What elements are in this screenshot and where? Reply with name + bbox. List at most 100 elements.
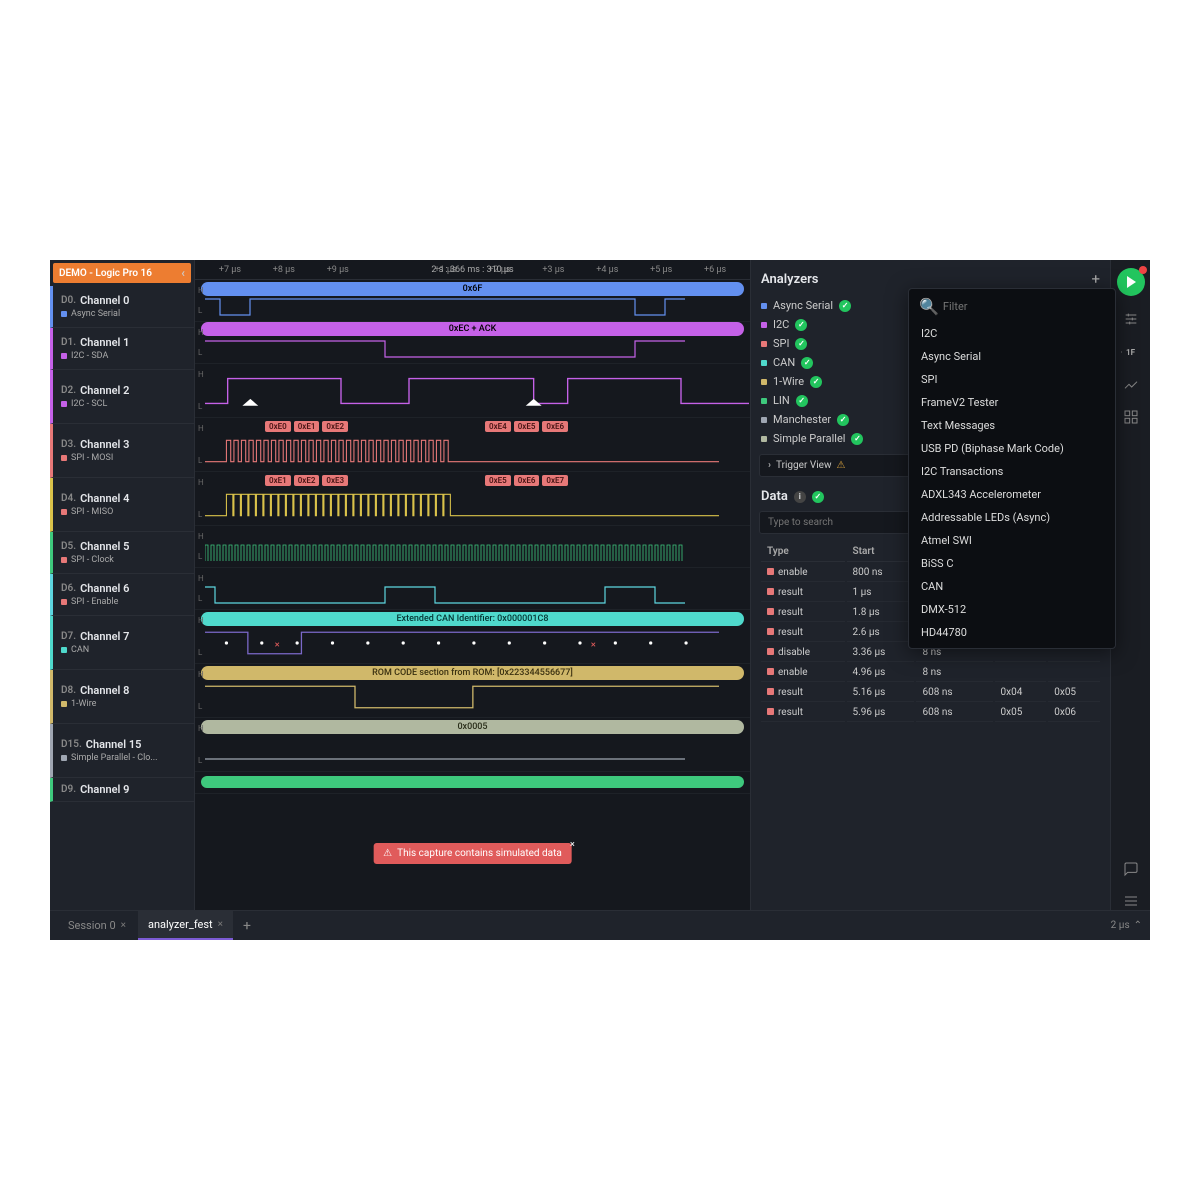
channel-7[interactable]: D7.Channel 7CAN (50, 616, 194, 670)
proto-color-icon (61, 755, 67, 761)
filter-input[interactable] (943, 300, 1105, 313)
channel-6[interactable]: D6.Channel 6SPI - Enable (50, 574, 194, 616)
analyzer-name: Manchester (773, 413, 831, 426)
measure-icon[interactable] (1122, 376, 1140, 394)
dropdown-item[interactable]: DMX-512 (909, 598, 1115, 621)
right-panel: Analyzers + Async Serial✓I2C✓SPI✓CAN✓1-W… (750, 260, 1110, 910)
add-analyzer-button[interactable]: + (1091, 270, 1100, 288)
trigger-view-label: Trigger View (776, 460, 831, 471)
waveform-row[interactable]: 0x0005 HL (195, 718, 750, 772)
dropdown-item[interactable]: CAN (909, 575, 1115, 598)
settings-icon[interactable] (1122, 310, 1140, 328)
table-header[interactable]: Type (761, 542, 845, 562)
time-position: 2 s : 366 ms : 310 µs (431, 265, 513, 275)
analyzer-color-icon (761, 417, 767, 423)
waveform-row[interactable]: 0xE10xE20xE3 0xE50xE60xE7 HL (195, 472, 750, 526)
waveform-area[interactable]: 2 s : 366 ms : 310 µs +7 µs+8 µs+9 µs+1 … (195, 260, 750, 910)
proto-color-icon (61, 701, 67, 707)
table-cell: 3.36 µs (847, 644, 915, 662)
channel-3[interactable]: D3.Channel 3SPI - MOSI (50, 424, 194, 478)
chat-icon[interactable] (1122, 860, 1140, 878)
dropdown-item[interactable]: USB PD (Biphase Mark Code) (909, 437, 1115, 460)
dropdown-item[interactable]: BiSS C (909, 552, 1115, 575)
check-icon: ✓ (796, 395, 808, 407)
close-icon[interactable]: × (570, 840, 575, 850)
demo-badge: DEMO - Logic Pro 16 ‹ (53, 263, 191, 283)
channel-5[interactable]: D5.Channel 5SPI - Clock (50, 532, 194, 574)
table-header[interactable]: Start (847, 542, 915, 562)
waveform-row[interactable]: HL (195, 526, 750, 568)
dropdown-item[interactable]: SPI (909, 368, 1115, 391)
dropdown-item[interactable]: I2C Transactions (909, 460, 1115, 483)
waveform-row[interactable]: HL (195, 568, 750, 610)
time-tick: +8 µs (257, 265, 311, 275)
dropdown-item[interactable]: HD44780 (909, 621, 1115, 644)
channel-sidebar: DEMO - Logic Pro 16 ‹ D0.Channel 0Async … (50, 260, 195, 910)
table-row[interactable]: result5.96 µs608 ns0x050x06 (761, 704, 1100, 722)
channel-10[interactable]: D9.Channel 9 (50, 778, 194, 802)
channel-proto: I2C - SDA (71, 351, 108, 361)
zoom-control[interactable]: 2 µs ⌃ (1111, 920, 1142, 931)
dropdown-filter: 🔍 (909, 293, 1115, 320)
dropdown-item[interactable]: I2C (909, 322, 1115, 345)
waveform-row[interactable]: 0xE00xE10xE2 0xE40xE50xE6 HL (195, 418, 750, 472)
decode-bar: ROM CODE section from ROM: [0x2233445566… (201, 666, 744, 680)
info-icon[interactable]: i (794, 491, 806, 503)
dropdown-item[interactable]: FrameV2 Tester (909, 391, 1115, 414)
row-color-icon (767, 628, 774, 635)
close-tab-icon[interactable]: × (218, 919, 223, 930)
waveform-row[interactable]: Extended CAN Identifier: 0x000001C8 HL ×… (195, 610, 750, 664)
row-color-icon (767, 608, 774, 615)
grid-icon[interactable] (1122, 408, 1140, 426)
table-cell: result (761, 704, 845, 722)
table-cell: 1.8 µs (847, 604, 915, 622)
add-tab-button[interactable]: + (235, 918, 259, 934)
channel-num: D3. (61, 439, 76, 450)
waveform-row[interactable]: 0x6F HL (195, 280, 750, 322)
analyzer-name: CAN (773, 356, 795, 369)
dropdown-item[interactable]: ADXL343 Accelerometer (909, 483, 1115, 506)
decode-tags: 0xE00xE10xE2 (265, 421, 348, 432)
channel-1[interactable]: D1.Channel 1I2C - SDA (50, 328, 194, 370)
check-icon: ✓ (851, 433, 863, 445)
hex-display-icon[interactable]: 1F (1121, 342, 1141, 362)
dropdown-item[interactable]: Text Messages (909, 414, 1115, 437)
data-search-input[interactable] (759, 511, 929, 534)
channel-9[interactable]: D15.Channel 15Simple Parallel - Clo... (50, 724, 194, 778)
channel-name: Channel 8 (80, 684, 129, 697)
collapse-icon[interactable]: ‹ (181, 266, 185, 280)
record-indicator-icon (1139, 266, 1147, 274)
table-cell: disable (761, 644, 845, 662)
menu-icon[interactable] (1122, 892, 1140, 910)
main-area: DEMO - Logic Pro 16 ‹ D0.Channel 0Async … (50, 260, 1150, 910)
waveform-row[interactable]: ROM CODE section from ROM: [0x2233445566… (195, 664, 750, 718)
channel-0[interactable]: D0.Channel 0Async Serial (50, 286, 194, 328)
waveform-row[interactable]: HL (195, 364, 750, 418)
row-color-icon (767, 688, 774, 695)
table-cell: result (761, 624, 845, 642)
close-tab-icon[interactable]: × (121, 920, 126, 931)
session-tab[interactable]: Session 0 × (58, 911, 136, 940)
channel-num: D7. (61, 631, 76, 642)
tab-label: Session 0 (68, 919, 116, 932)
channel-name: Channel 2 (80, 384, 129, 397)
channel-8[interactable]: D8.Channel 81-Wire (50, 670, 194, 724)
analyzer-name: Async Serial (773, 299, 833, 312)
table-row[interactable]: enable4.96 µs8 ns (761, 664, 1100, 682)
session-tabs: Session 0×analyzer_fest×+ (58, 911, 259, 940)
analyzer-color-icon (761, 303, 767, 309)
channel-4[interactable]: D4.Channel 4SPI - MISO (50, 478, 194, 532)
waveform-row[interactable]: 0xEC + ACK HL (195, 322, 750, 364)
session-tab[interactable]: analyzer_fest× (138, 911, 233, 940)
play-button[interactable] (1117, 268, 1145, 296)
svg-text:×: × (591, 639, 596, 650)
proto-color-icon (61, 401, 67, 407)
waveform-row[interactable] (195, 772, 750, 794)
channel-2[interactable]: D2.Channel 2I2C - SCL (50, 370, 194, 424)
dropdown-item[interactable]: Atmel SWI (909, 529, 1115, 552)
dropdown-item[interactable]: Async Serial (909, 345, 1115, 368)
channel-num: D6. (61, 583, 76, 594)
dropdown-item[interactable]: Addressable LEDs (Async) (909, 506, 1115, 529)
table-row[interactable]: result5.16 µs608 ns0x040x05 (761, 684, 1100, 702)
table-cell: result (761, 684, 845, 702)
